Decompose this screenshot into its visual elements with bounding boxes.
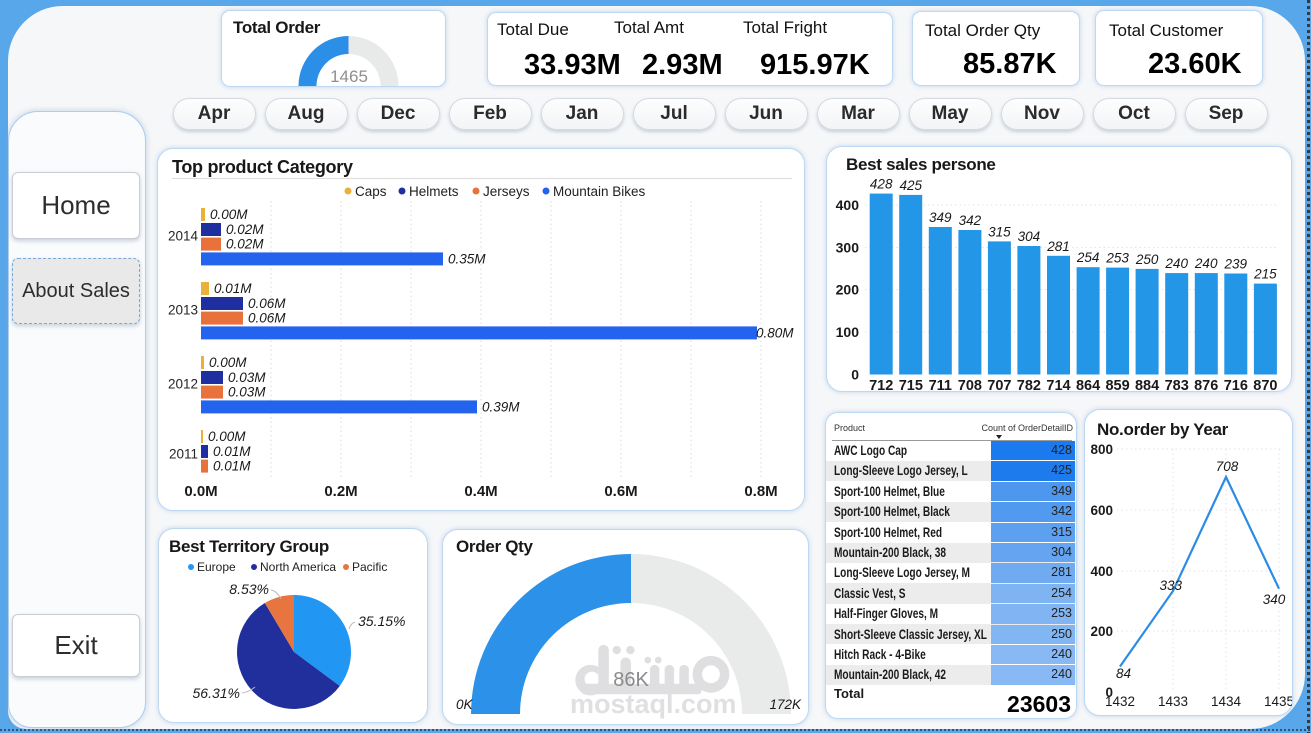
svg-text:0.01M: 0.01M — [213, 459, 251, 474]
svg-text:0.02M: 0.02M — [226, 222, 264, 237]
svg-text:0.80M: 0.80M — [756, 325, 794, 340]
svg-text:715: 715 — [899, 378, 923, 391]
svg-text:864: 864 — [1076, 378, 1100, 391]
svg-text:0: 0 — [1105, 685, 1113, 700]
svg-text:0.2M: 0.2M — [324, 483, 357, 500]
svg-text:714: 714 — [1046, 378, 1070, 391]
svg-text:884: 884 — [1135, 378, 1159, 391]
svg-text:Pacific: Pacific — [352, 560, 387, 574]
svg-text:708: 708 — [1216, 459, 1239, 474]
svg-text:1465: 1465 — [330, 67, 368, 86]
svg-text:0.02M: 0.02M — [226, 237, 264, 252]
svg-text:707: 707 — [987, 378, 1011, 391]
svg-text:315: 315 — [988, 224, 1011, 239]
svg-text:2011: 2011 — [169, 446, 198, 461]
svg-text:200: 200 — [836, 282, 860, 298]
svg-text:254: 254 — [1076, 250, 1100, 265]
svg-text:0: 0 — [851, 367, 859, 383]
svg-text:876: 876 — [1194, 378, 1218, 391]
svg-text:0.6M: 0.6M — [604, 483, 637, 500]
svg-text:Mountain Bikes: Mountain Bikes — [553, 184, 646, 199]
svg-text:215: 215 — [1253, 267, 1277, 282]
svg-text:0.0M: 0.0M — [184, 483, 217, 500]
svg-text:239: 239 — [1224, 257, 1248, 272]
svg-text:0.06M: 0.06M — [248, 311, 286, 326]
svg-text:2014: 2014 — [168, 229, 199, 244]
svg-text:0.00M: 0.00M — [210, 207, 248, 222]
svg-text:349: 349 — [929, 210, 952, 225]
svg-text:0.01M: 0.01M — [213, 444, 251, 459]
svg-text:711: 711 — [929, 378, 952, 391]
svg-text:0.03M: 0.03M — [228, 370, 266, 385]
svg-text:8.53%: 8.53% — [229, 581, 269, 597]
svg-text:1434: 1434 — [1211, 694, 1242, 709]
svg-text:0.06M: 0.06M — [248, 296, 286, 311]
svg-text:240: 240 — [1164, 256, 1188, 271]
svg-text:0.00M: 0.00M — [208, 429, 246, 444]
svg-text:0.4M: 0.4M — [464, 483, 497, 500]
svg-text:0.01M: 0.01M — [214, 281, 252, 296]
svg-text:0.03M: 0.03M — [228, 385, 266, 400]
svg-text:340: 340 — [1263, 592, 1286, 607]
svg-text:2013: 2013 — [168, 303, 198, 318]
svg-text:300: 300 — [836, 240, 860, 256]
svg-text:0.35M: 0.35M — [448, 251, 486, 266]
svg-text:425: 425 — [900, 178, 923, 193]
svg-text:Helmets: Helmets — [409, 184, 459, 199]
svg-text:800: 800 — [1090, 442, 1113, 457]
svg-text:783: 783 — [1165, 378, 1189, 391]
svg-text:2012: 2012 — [168, 377, 198, 392]
svg-text:0.39M: 0.39M — [482, 399, 520, 414]
svg-text:253: 253 — [1105, 251, 1129, 266]
svg-text:428: 428 — [870, 177, 893, 192]
svg-text:Caps: Caps — [355, 184, 387, 199]
svg-text:400: 400 — [836, 197, 860, 213]
svg-text:859: 859 — [1105, 378, 1129, 391]
svg-text:0K: 0K — [456, 697, 474, 712]
svg-text:1433: 1433 — [1158, 694, 1188, 709]
svg-text:100: 100 — [836, 324, 860, 340]
svg-text:0.00M: 0.00M — [209, 355, 247, 370]
svg-text:600: 600 — [1090, 503, 1113, 518]
svg-text:240: 240 — [1194, 256, 1218, 271]
svg-text:400: 400 — [1090, 564, 1113, 579]
svg-text:782: 782 — [1017, 378, 1041, 391]
svg-text:Europe: Europe — [197, 560, 236, 574]
svg-text:1435: 1435 — [1264, 694, 1292, 709]
svg-text:304: 304 — [1018, 229, 1041, 244]
svg-text:250: 250 — [1135, 252, 1159, 267]
svg-text:281: 281 — [1046, 239, 1070, 254]
svg-text:North America: North America — [260, 560, 336, 574]
svg-text:Jerseys: Jerseys — [483, 184, 530, 199]
svg-text:35.15%: 35.15% — [358, 613, 405, 629]
svg-text:56.31%: 56.31% — [193, 685, 240, 701]
svg-text:200: 200 — [1090, 624, 1113, 639]
svg-text:712: 712 — [869, 378, 893, 391]
svg-text:84: 84 — [1116, 666, 1131, 681]
svg-text:172K: 172K — [769, 697, 802, 712]
svg-text:716: 716 — [1224, 378, 1248, 391]
svg-text:342: 342 — [959, 213, 982, 228]
svg-text:708: 708 — [958, 378, 982, 391]
svg-text:870: 870 — [1253, 378, 1277, 391]
svg-text:333: 333 — [1159, 578, 1182, 593]
svg-text:0.8M: 0.8M — [744, 483, 777, 500]
svg-text:1432: 1432 — [1105, 694, 1135, 709]
